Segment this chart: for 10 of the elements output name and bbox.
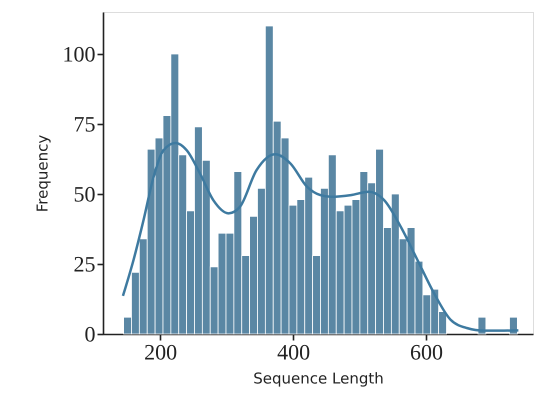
y-tick-label: 100 bbox=[62, 42, 96, 66]
y-tick-label: 0 bbox=[84, 322, 96, 346]
x-tick-label: 200 bbox=[144, 340, 178, 364]
y-axis-title: Frequency bbox=[34, 134, 52, 212]
y-tick-label: 50 bbox=[74, 182, 96, 206]
y-tick-label: 75 bbox=[74, 112, 96, 136]
y-tick-label: 25 bbox=[74, 252, 96, 276]
x-tick-label: 600 bbox=[410, 340, 443, 364]
x-axis-title: Sequence Length bbox=[253, 370, 384, 388]
x-tick-label: 400 bbox=[277, 340, 310, 364]
